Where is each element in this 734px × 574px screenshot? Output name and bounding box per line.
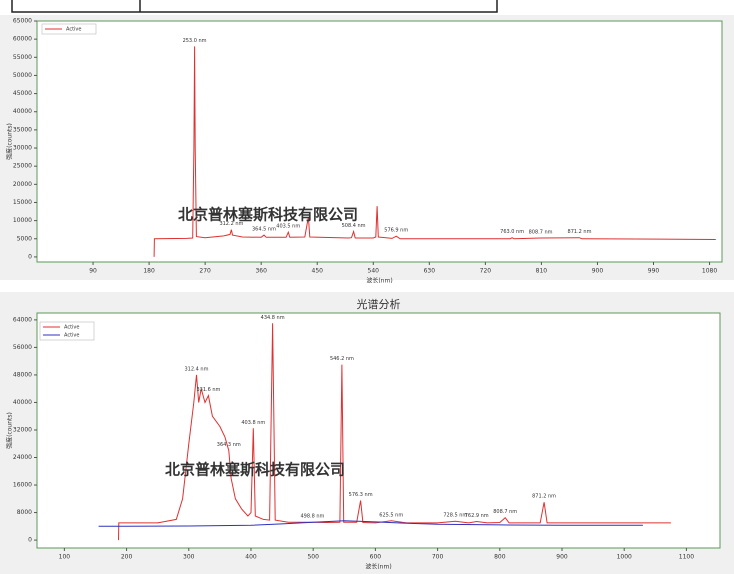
y-tick-label: 50000 — [13, 72, 32, 79]
watermark: 北京普林塞斯科技有限公司 — [165, 461, 345, 479]
x-axis-label: 波长(nm) — [365, 563, 391, 571]
peak-label: 312.2 nm — [219, 221, 243, 227]
spectrum-line — [118, 323, 671, 541]
peak-label: 871.2 nm — [568, 229, 592, 235]
x-tick-label: 450 — [312, 268, 324, 275]
peak-label: 576.3 nm — [349, 492, 373, 498]
y-tick-label: 60000 — [13, 36, 32, 43]
peak-label: 312.4 nm — [185, 366, 209, 372]
peak-label: 253.0 nm — [183, 38, 207, 44]
y-tick-label: 40000 — [13, 399, 32, 406]
peak-label: 508.4 nm — [342, 223, 366, 229]
x-tick-label: 600 — [370, 554, 382, 561]
x-tick-label: 800 — [494, 554, 506, 561]
peak-label: 403.8 nm — [241, 420, 265, 426]
y-tick-label: 0 — [28, 253, 32, 260]
peak-label: 576.9 nm — [384, 228, 408, 234]
plot-area — [36, 312, 721, 549]
peak-label: 498.8 nm — [300, 514, 324, 520]
y-tick-label: 8000 — [17, 509, 32, 516]
y-tick-label: 45000 — [13, 90, 32, 97]
peak-label: 331.6 nm — [196, 387, 220, 393]
peak-label: 871.2 nm — [532, 494, 556, 500]
y-tick-label: 32000 — [13, 426, 32, 433]
peak-label: 403.5 nm — [276, 224, 300, 230]
peak-label: 625.5 nm — [379, 512, 403, 518]
peak-label: 728.5 nm — [443, 513, 467, 519]
y-tick-label: 35000 — [13, 126, 32, 133]
x-tick-label: 990 — [648, 268, 660, 275]
x-tick-label: 100 — [59, 554, 71, 561]
legend — [41, 23, 97, 35]
spectrum-line — [98, 520, 643, 527]
y-tick-label: 40000 — [13, 108, 32, 115]
x-tick-label: 200 — [121, 554, 133, 561]
x-tick-label: 900 — [556, 554, 568, 561]
x-tick-label: 270 — [199, 268, 211, 275]
x-tick-label: 1080 — [702, 268, 717, 275]
peak-label: 364.5 nm — [252, 227, 276, 233]
peak-label: 546.2 nm — [330, 356, 354, 362]
y-tick-label: 24000 — [13, 454, 32, 461]
x-tick-label: 300 — [183, 554, 195, 561]
y-tick-label: 64000 — [13, 316, 32, 323]
legend-label: Active — [64, 325, 79, 331]
y-tick-label: 10000 — [13, 217, 32, 224]
peak-label: 808.7 nm — [529, 230, 553, 236]
x-tick-label: 400 — [245, 554, 257, 561]
y-axis-label: 强度(counts) — [6, 412, 14, 449]
legend-label: Active — [66, 27, 81, 33]
spectrum-line — [153, 46, 716, 257]
x-tick-label: 180 — [143, 268, 155, 275]
x-axis-label: 波长(nm) — [366, 277, 392, 285]
x-tick-label: 540 — [368, 268, 380, 275]
x-tick-label: 360 — [255, 268, 267, 275]
x-tick-label: 900 — [592, 268, 604, 275]
x-tick-label: 90 — [89, 268, 97, 275]
y-tick-label: 55000 — [13, 54, 32, 61]
legend-label: Active — [64, 333, 79, 339]
x-tick-label: 810 — [536, 268, 548, 275]
peak-label: 763.0 nm — [500, 229, 524, 235]
peak-label: 434.8 nm — [261, 315, 285, 321]
y-tick-label: 25000 — [13, 163, 32, 170]
y-tick-label: 5000 — [17, 235, 32, 242]
y-tick-label: 15000 — [13, 199, 32, 206]
y-tick-label: 30000 — [13, 145, 32, 152]
x-tick-label: 1000 — [617, 554, 632, 561]
y-tick-label: 0 — [28, 537, 32, 544]
x-tick-label: 700 — [432, 554, 444, 561]
peak-label: 762.9 nm — [465, 513, 489, 519]
x-tick-label: 500 — [307, 554, 319, 561]
x-tick-label: 1100 — [679, 554, 694, 561]
plot-area — [36, 20, 723, 263]
watermark: 北京普林塞斯科技有限公司 — [178, 206, 358, 224]
y-tick-label: 16000 — [13, 482, 32, 489]
y-tick-label: 48000 — [13, 371, 32, 378]
peak-label: 808.7 nm — [493, 509, 517, 515]
y-tick-label: 20000 — [13, 181, 32, 188]
x-tick-label: 720 — [480, 268, 492, 275]
table-fragment — [11, 0, 498, 13]
y-tick-label: 56000 — [13, 344, 32, 351]
peak-label: 364.3 nm — [217, 442, 241, 448]
y-axis-label: 强度(counts) — [6, 123, 14, 160]
x-tick-label: 630 — [424, 268, 436, 275]
chart-title: 光谱分析 — [357, 297, 401, 311]
y-tick-label: 65000 — [13, 18, 32, 25]
